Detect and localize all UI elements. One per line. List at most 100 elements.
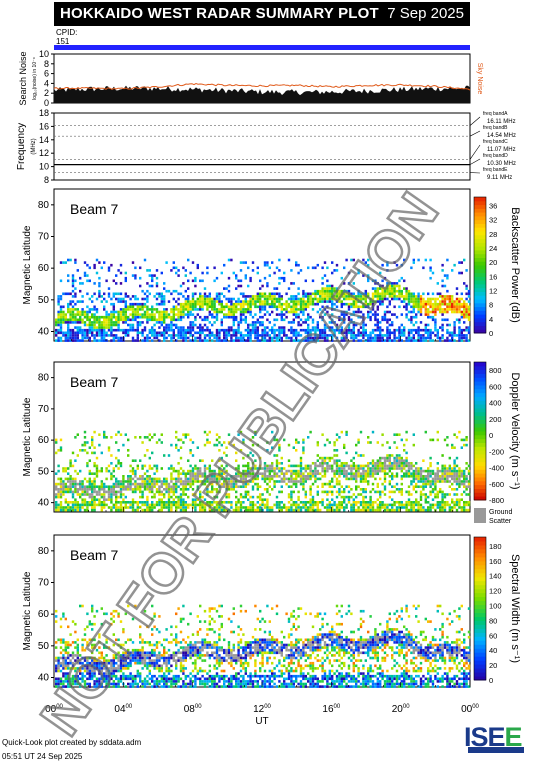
scatter-cell [381, 263, 384, 267]
scatter-cell [290, 508, 293, 512]
scatter-cell [220, 508, 223, 512]
scatter-cell [59, 490, 63, 494]
scatter-cell [299, 464, 303, 468]
scatter-cell [247, 302, 250, 306]
scatter-cell [182, 506, 185, 509]
scatter-cell [376, 328, 379, 332]
scatter-cell [355, 323, 358, 327]
scatter-cell [297, 506, 300, 509]
scatter-cell [343, 490, 346, 494]
scatter-cell [220, 339, 223, 342]
scatter-cell [93, 501, 96, 504]
scatter-cell [266, 282, 269, 285]
scatter-cell [153, 315, 156, 319]
scatter-cell [388, 482, 391, 486]
scatter-cell [299, 506, 303, 509]
scatter-cell [146, 495, 149, 499]
scatter-cell [139, 313, 142, 316]
scatter-cell [393, 295, 396, 298]
scatter-cell [153, 503, 156, 507]
scatter-cell [412, 469, 415, 473]
scatter-cell [86, 643, 89, 647]
scatter-cell [302, 485, 305, 488]
scatter-cell [225, 469, 228, 473]
scatter-cell [304, 336, 307, 340]
scatter-cell [213, 334, 216, 337]
scatter-cell [177, 477, 180, 481]
scatter-cell [249, 336, 252, 340]
scatter-cell [465, 508, 468, 512]
scatter-cell [122, 488, 125, 491]
scatter-cell [196, 266, 199, 270]
scatter-cell [295, 464, 298, 468]
scatter-cell [165, 336, 168, 340]
scatter-cell [283, 438, 286, 442]
scatter-cell [105, 477, 108, 481]
scatter-cell [431, 318, 435, 322]
scatter-cell [175, 477, 178, 481]
scatter-cell [225, 475, 228, 478]
colorbar-segment [474, 434, 486, 440]
scatter-cell [319, 328, 322, 332]
scatter-cell [160, 300, 163, 303]
scatter-cell [393, 331, 396, 335]
scatter-cell [249, 331, 252, 335]
scatter-cell [136, 488, 139, 491]
scatter-cell [175, 318, 178, 322]
scatter-cell [460, 334, 463, 337]
scatter-cell [283, 475, 286, 478]
scatter-cell [338, 480, 341, 483]
scatter-cell [93, 451, 96, 455]
scatter-cell [189, 313, 192, 316]
scatter-cell [297, 469, 300, 473]
scatter-cell [256, 318, 259, 322]
scatter-cell [107, 498, 111, 501]
scatter-cell [172, 490, 175, 494]
scatter-cell [273, 336, 276, 340]
scatter-cell [355, 503, 358, 507]
scatter-cell [199, 459, 202, 462]
scatter-cell [355, 508, 358, 512]
scatter-cell [220, 475, 223, 478]
scatter-cell [345, 433, 348, 436]
scatter-cell [460, 339, 463, 342]
scatter-cell [343, 282, 346, 285]
scatter-cell [79, 661, 82, 665]
scatter-cell [141, 308, 144, 311]
scatter-cell [285, 334, 288, 337]
scatter-cell [451, 446, 454, 449]
scatter-cell [295, 297, 298, 301]
scatter-cell [403, 295, 406, 298]
scatter-cell [57, 477, 60, 481]
scatter-cell [146, 321, 149, 324]
scatter-cell [129, 305, 132, 309]
scatter-cell [218, 477, 221, 481]
scatter-cell [141, 464, 144, 468]
scatter-cell [275, 464, 279, 468]
scatter-cell [232, 475, 235, 478]
scatter-cell [345, 302, 348, 306]
scatter-cell [131, 482, 135, 486]
scatter-cell [165, 323, 168, 327]
scatter-cell [338, 315, 341, 319]
scatter-cell [146, 315, 149, 319]
scatter-cell [55, 667, 58, 670]
scatter-cell [191, 475, 195, 478]
scatter-cell [391, 323, 394, 327]
scatter-cell [429, 456, 432, 460]
scatter-cell [88, 477, 91, 481]
scatter-cell [247, 475, 250, 478]
scatter-cell [74, 501, 77, 504]
scatter-cell [67, 664, 70, 668]
scatter-cell [398, 467, 401, 470]
scatter-cell [326, 310, 329, 314]
scatter-cell [376, 482, 379, 486]
scatter-cell [127, 295, 130, 298]
scatter-cell [244, 477, 247, 481]
scatter-cell [62, 672, 65, 675]
scatter-cell [304, 331, 307, 335]
scatter-cell [321, 433, 324, 436]
scatter-cell [463, 336, 466, 340]
scatter-cell [352, 282, 355, 285]
scatter-cell [148, 315, 151, 319]
